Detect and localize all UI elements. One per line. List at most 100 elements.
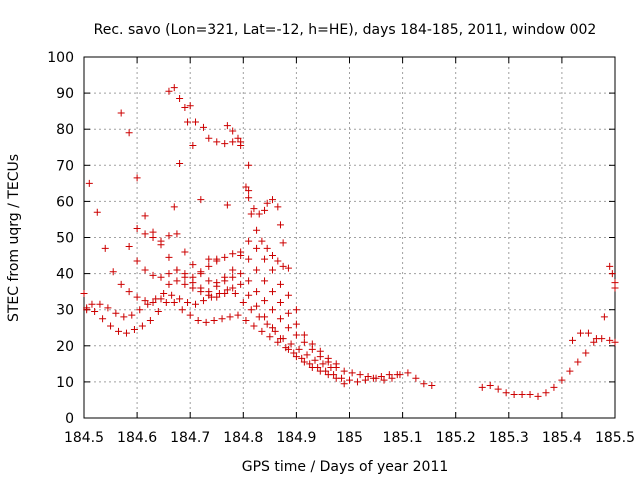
data-point xyxy=(324,354,332,362)
data-point xyxy=(133,257,141,265)
data-point xyxy=(340,367,348,375)
data-point xyxy=(173,266,181,274)
x-tick-label: 184.9 xyxy=(276,430,316,446)
data-point xyxy=(189,141,197,149)
data-point xyxy=(181,248,189,256)
data-point xyxy=(197,196,205,204)
data-point xyxy=(261,313,269,321)
data-point xyxy=(242,183,250,191)
x-tick-label: 185.3 xyxy=(489,430,529,446)
data-point xyxy=(253,266,261,274)
data-point xyxy=(173,230,181,238)
data-point xyxy=(584,329,592,337)
data-point xyxy=(261,297,269,305)
data-point xyxy=(141,212,149,220)
data-point xyxy=(165,232,173,240)
data-point xyxy=(245,187,253,195)
data-point xyxy=(239,298,247,306)
data-point xyxy=(125,129,133,137)
data-point xyxy=(136,306,144,314)
data-point xyxy=(104,304,112,312)
data-point xyxy=(133,293,141,301)
data-point xyxy=(266,333,274,341)
data-point xyxy=(141,230,149,238)
data-point xyxy=(276,298,284,306)
axes: 0 10 20 30 40 50 60 70 80 90 100 184.5 184.6 184.7 184… xyxy=(47,50,635,446)
data-point xyxy=(229,138,237,146)
data-point xyxy=(332,360,340,368)
data-point xyxy=(269,324,277,332)
data-point xyxy=(303,351,311,359)
data-point xyxy=(80,289,88,297)
data-point xyxy=(550,383,558,391)
data-point xyxy=(502,389,510,397)
data-point xyxy=(428,382,436,390)
data-point xyxy=(316,367,324,375)
data-point xyxy=(269,288,277,296)
data-point xyxy=(133,224,141,232)
data-point xyxy=(96,300,104,308)
data-point xyxy=(117,109,125,117)
y-tick-label: 60 xyxy=(56,194,74,210)
data-point xyxy=(420,380,428,388)
data-point xyxy=(181,270,189,278)
data-point xyxy=(261,277,269,285)
data-point xyxy=(276,315,284,323)
data-point xyxy=(284,264,292,272)
data-point xyxy=(574,358,582,366)
data-point xyxy=(205,288,213,296)
data-point xyxy=(250,322,258,330)
data-point xyxy=(253,244,261,252)
x-tick-label: 184.7 xyxy=(170,430,210,446)
data-point xyxy=(404,369,412,377)
data-point xyxy=(292,353,300,361)
data-point xyxy=(165,87,173,95)
data-point xyxy=(263,199,271,207)
data-point xyxy=(199,297,207,305)
data-point xyxy=(526,391,534,399)
x-tick-label: 184.8 xyxy=(223,430,263,446)
x-tick-label: 184.6 xyxy=(117,430,157,446)
data-point xyxy=(486,382,494,390)
data-point xyxy=(478,383,486,391)
data-point xyxy=(606,262,614,270)
data-point xyxy=(253,226,261,234)
data-point xyxy=(316,347,324,355)
x-tick-label: 185.2 xyxy=(436,430,476,446)
data-point xyxy=(274,338,282,346)
x-tick-label: 185.5 xyxy=(595,430,635,446)
data-point xyxy=(186,311,194,319)
data-point xyxy=(284,324,292,332)
data-point xyxy=(276,335,284,343)
data-point xyxy=(279,239,287,247)
data-point xyxy=(176,295,184,303)
data-point xyxy=(494,385,502,393)
data-point xyxy=(125,288,133,296)
data-point xyxy=(372,374,380,382)
data-point xyxy=(221,273,229,281)
data-point xyxy=(149,234,157,241)
data-point xyxy=(611,338,619,346)
data-point xyxy=(213,138,221,146)
data-point xyxy=(592,335,600,343)
data-point xyxy=(176,159,184,167)
data-point xyxy=(181,104,189,112)
data-point xyxy=(144,300,152,308)
data-point xyxy=(229,250,237,258)
data-point xyxy=(295,345,303,353)
data-point xyxy=(534,392,542,400)
data-point xyxy=(377,372,385,380)
data-point xyxy=(576,329,584,337)
data-point xyxy=(229,266,237,274)
data-point xyxy=(253,288,261,296)
data-point xyxy=(250,205,258,213)
data-point xyxy=(173,277,181,285)
data-point xyxy=(566,367,574,375)
y-tick-label: 80 xyxy=(56,122,74,138)
data-point xyxy=(258,237,266,245)
data-point xyxy=(245,291,253,299)
data-point xyxy=(237,138,245,146)
data-point xyxy=(213,293,221,301)
data-point xyxy=(117,280,125,288)
data-point xyxy=(245,255,253,263)
